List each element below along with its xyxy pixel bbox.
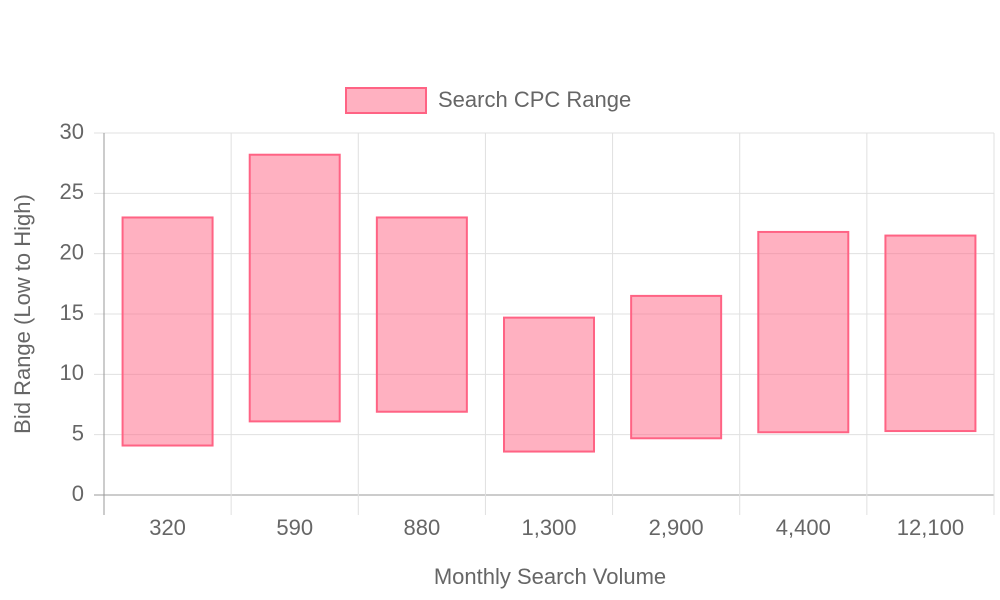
x-tick-label: 1,300 [521,515,576,540]
x-axis-title: Monthly Search Volume [434,564,666,589]
legend-label: Search CPC Range [438,87,631,112]
y-axis-title: Bid Range (Low to High) [10,194,35,434]
legend-swatch [345,87,427,114]
bar [630,294,723,440]
bar [757,230,850,434]
x-tick-label: 2,900 [649,515,704,540]
y-tick-label: 25 [60,179,84,204]
y-tick-label: 5 [72,420,84,445]
y-tick-label: 0 [72,481,84,506]
bar [121,216,214,447]
x-tick-label: 4,400 [776,515,831,540]
bar [375,216,468,413]
x-tick-label: 590 [276,515,313,540]
bar [503,316,595,453]
x-tick-label: 880 [403,515,440,540]
y-tick-label: 15 [60,300,84,325]
bar [248,153,341,423]
x-tick-label: 320 [149,515,186,540]
y-tick-label: 10 [60,360,84,385]
y-tick-label: 30 [60,119,84,144]
bar [884,234,977,433]
y-tick-label: 20 [60,239,84,264]
x-tick-label: 12,100 [897,515,964,540]
